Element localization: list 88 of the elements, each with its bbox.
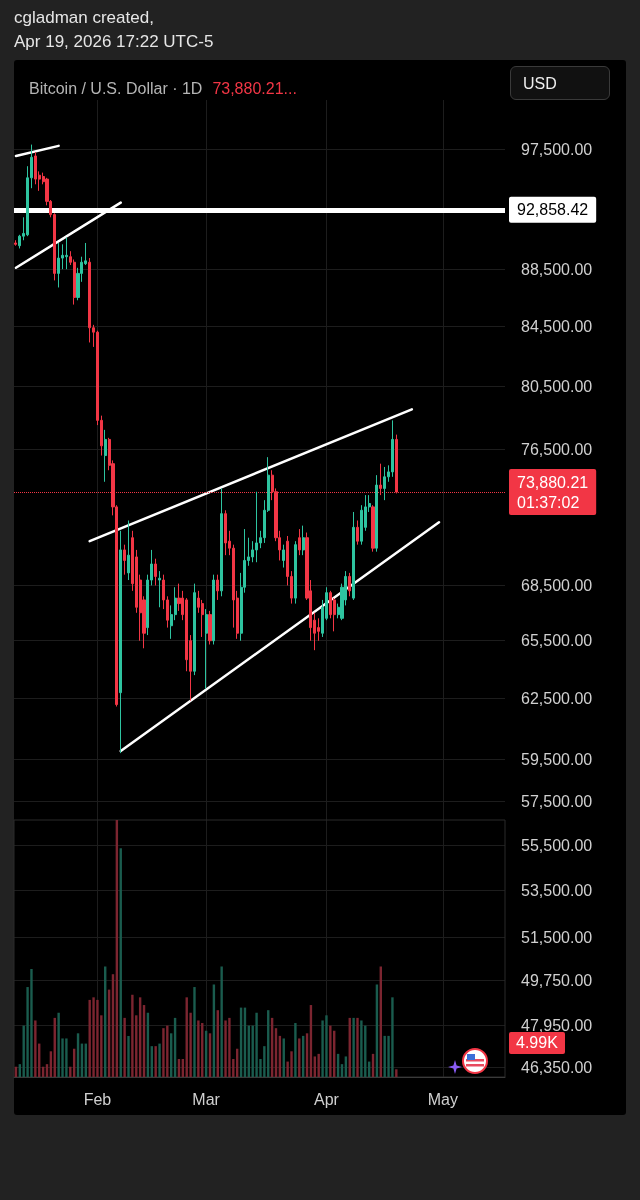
bar <box>220 966 223 1077</box>
ref-line-label: 92,858.42 <box>517 201 589 219</box>
candlestick <box>220 487 223 597</box>
y-tick-label: 65,500.00 <box>521 632 593 650</box>
y-tick-label: 53,500.00 <box>521 882 593 900</box>
candlestick <box>65 237 68 270</box>
candlestick <box>375 474 378 553</box>
bar <box>255 1012 258 1077</box>
bar <box>34 1020 37 1077</box>
candlestick <box>193 583 196 676</box>
bar <box>193 987 196 1077</box>
bar <box>166 1025 169 1077</box>
candlestick <box>158 570 161 608</box>
y-tick-label: 49,750.00 <box>521 971 593 989</box>
bar <box>30 969 33 1077</box>
bar <box>197 1020 200 1077</box>
y-tick-label: 88,500.00 <box>521 260 593 278</box>
candlestick <box>212 574 215 645</box>
candlestick <box>383 466 386 501</box>
bar <box>228 1017 231 1077</box>
y-tick-label: 76,500.00 <box>521 440 593 458</box>
candlestick <box>14 239 17 247</box>
candlestick <box>352 511 355 601</box>
candlestick <box>208 610 212 645</box>
candlestick <box>348 572 351 597</box>
bar <box>360 1020 363 1077</box>
bar <box>391 997 394 1077</box>
candlestick <box>104 429 107 483</box>
candlestick <box>224 509 227 556</box>
y-tick-label: 84,500.00 <box>521 317 593 335</box>
y-tick-label: 59,500.00 <box>521 750 593 768</box>
candlestick <box>391 419 394 478</box>
chart-title: Bitcoin / U.S. Dollar · 1D <box>29 79 203 97</box>
text: cgladman created, <box>14 8 154 28</box>
y-tick-label: 62,500.00 <box>521 690 593 708</box>
candlestick <box>205 608 208 690</box>
bar <box>96 999 99 1077</box>
y-tick-label: 80,500.00 <box>521 377 593 395</box>
bar <box>383 1035 386 1077</box>
text: Apr 19, 2026 17:22 UTC-5 <box>14 32 214 52</box>
candlestick <box>255 491 258 563</box>
x-tick-label: Mar <box>192 1090 221 1108</box>
bar <box>65 1038 68 1077</box>
candlestick <box>88 257 91 343</box>
ref-line-label: 73,880.21 01:37:02 <box>517 473 589 511</box>
candlestick <box>154 558 157 586</box>
y-tick-label: 46,350.00 <box>521 1059 593 1077</box>
candlestick <box>216 574 219 601</box>
text: 4.99K <box>509 1032 565 1054</box>
x-tick-label: Feb <box>83 1090 112 1108</box>
bar <box>352 1017 355 1077</box>
bar <box>162 1028 165 1077</box>
candlestick <box>371 504 375 553</box>
candlestick <box>119 530 122 754</box>
candlestick <box>302 525 305 556</box>
x-tick-label: Apr <box>314 1090 340 1108</box>
bar <box>356 1017 359 1077</box>
bar <box>294 1023 297 1077</box>
bar <box>92 997 95 1077</box>
bar <box>325 1015 328 1077</box>
x-tick-label: May <box>427 1090 459 1108</box>
text: USD <box>510 66 610 100</box>
bar <box>329 1025 332 1077</box>
candlestick <box>57 242 60 288</box>
y-tick-label: 68,500.00 <box>521 576 593 594</box>
candlestick <box>294 540 297 605</box>
y-tick-label: 57,500.00 <box>521 793 593 811</box>
bar <box>317 1053 320 1077</box>
candlestick <box>282 544 285 569</box>
candlestick <box>356 519 359 546</box>
bar <box>224 1020 227 1077</box>
bar <box>57 1012 60 1077</box>
bar <box>290 1051 293 1077</box>
bar <box>127 1035 130 1077</box>
chart-subtitle: 73,880.21... <box>212 79 297 97</box>
y-tick-label: 97,500.00 <box>521 141 593 159</box>
y-tick-label: 51,500.00 <box>521 929 593 947</box>
candlestick <box>298 528 301 556</box>
bar <box>395 1069 398 1077</box>
bar <box>154 1046 157 1077</box>
y-tick-label: 55,500.00 <box>521 836 593 854</box>
candlestick <box>123 544 126 576</box>
bar <box>158 1043 161 1077</box>
bar <box>88 999 91 1077</box>
candlestick <box>127 519 130 581</box>
bar <box>131 994 134 1077</box>
bar <box>123 1017 126 1077</box>
y-tick-label: 47,950.00 <box>521 1017 593 1035</box>
